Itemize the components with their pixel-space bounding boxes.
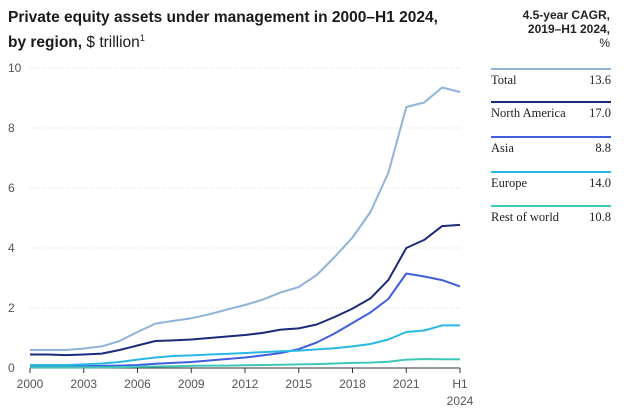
cagr-row: North America 17.0: [491, 101, 611, 121]
cagr-row-value: 10.8: [589, 210, 611, 224]
cagr-row-color-line: [491, 171, 611, 173]
cagr-row-color-line: [491, 101, 611, 103]
cagr-row-value: 13.6: [589, 73, 611, 87]
series-line-total: [30, 86, 461, 351]
cagr-header-line1: 4.5-year CAGR,: [522, 8, 610, 22]
series-line-north-america: [30, 223, 461, 357]
cagr-row-color-line: [491, 68, 611, 70]
cagr-row: Europe 14.0: [491, 171, 611, 191]
y-tick-label: 4: [8, 241, 15, 255]
cagr-row-label: Rest of world: [491, 210, 560, 224]
x-tick-label: 2018: [339, 377, 366, 391]
cagr-row-value: 14.0: [589, 176, 611, 190]
x-tick-label: 2015: [285, 377, 312, 391]
cagr-row-color-line: [491, 205, 611, 207]
x-tick-label: 2021: [393, 377, 420, 391]
cagr-row-value: 17.0: [589, 106, 611, 120]
cagr-header: 4.5-year CAGR, 2019–H1 2024, %: [470, 8, 610, 50]
x-tick-label: H1: [452, 377, 468, 391]
x-tick-label: 2012: [232, 377, 259, 391]
series-line-europe: [30, 324, 460, 366]
footnote-mark: 1: [139, 33, 145, 43]
cagr-row-label: Asia: [491, 141, 514, 155]
cagr-header-unit: %: [599, 36, 610, 50]
chart-title: Private equity assets under management i…: [8, 8, 478, 53]
y-tick-label: 10: [8, 61, 22, 75]
cagr-row: Rest of world 10.8: [491, 205, 611, 225]
cagr-header-line2: 2019–H1 2024,: [527, 22, 610, 36]
x-tick-label: 2009: [178, 377, 205, 391]
x-tick-label: 2006: [124, 377, 151, 391]
y-tick-label: 0: [8, 361, 15, 375]
y-tick-label: 2: [8, 301, 15, 315]
cagr-row: Total 13.6: [491, 68, 611, 88]
cagr-row: Asia 8.8: [491, 136, 611, 156]
chart-title-main: Private equity assets under management i…: [8, 9, 438, 26]
cagr-row-value: 8.8: [595, 141, 611, 155]
y-tick-label: 8: [8, 121, 15, 135]
cagr-row-label: Total: [491, 73, 517, 87]
x-tick-label: 2003: [70, 377, 97, 391]
cagr-row-color-line: [491, 136, 611, 138]
line-chart: 0 2 4 6 8 10 2000 2003 2006 2009 2012 2015 2018 2021 H…: [8, 61, 474, 408]
chart-title-line2: by region,: [8, 34, 83, 52]
cagr-row-label: Europe: [491, 176, 528, 190]
series-line-asia: [30, 272, 461, 368]
x-tick-label: 2024: [447, 394, 474, 408]
y-tick-label: 6: [8, 181, 15, 195]
series-line-rest-of-world: [30, 358, 460, 369]
chart-title-unit: $ trillion: [86, 34, 140, 52]
x-tick-label: 2000: [17, 377, 44, 391]
cagr-row-label: North America: [491, 106, 566, 120]
